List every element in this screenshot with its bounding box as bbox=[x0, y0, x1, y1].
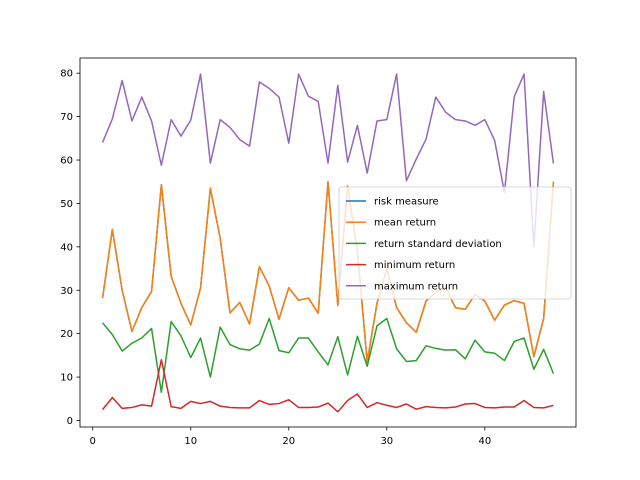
y-tick-label: 10 bbox=[60, 373, 73, 384]
legend-label-minimum-return: minimum return bbox=[374, 260, 455, 271]
legend-label-return-standard-deviation: return standard deviation bbox=[374, 239, 502, 250]
y-tick-label: 40 bbox=[60, 242, 73, 253]
y-tick-label: 30 bbox=[60, 286, 73, 297]
series-line-return-standard-deviation bbox=[101, 317, 555, 394]
y-tick-label: 0 bbox=[67, 416, 73, 427]
legend-box bbox=[338, 186, 572, 300]
legend: risk measure mean return return standard d… bbox=[338, 186, 572, 300]
legend-label-risk-measure: risk measure bbox=[374, 197, 439, 208]
y-tick-label: 80 bbox=[60, 69, 73, 80]
x-tick-label: 10 bbox=[184, 436, 197, 447]
plot-frame bbox=[79, 57, 577, 428]
x-axis: 0 10 20 30 40 bbox=[90, 427, 491, 447]
y-tick-label: 50 bbox=[60, 199, 73, 210]
x-tick-label: 20 bbox=[282, 436, 295, 447]
x-tick-label: 40 bbox=[478, 436, 491, 447]
y-tick-label: 70 bbox=[60, 112, 73, 123]
x-tick-label: 0 bbox=[90, 436, 96, 447]
x-tick-label: 30 bbox=[380, 436, 393, 447]
legend-label-mean-return: mean return bbox=[374, 218, 436, 229]
legend-label-maximum-return: maximum return bbox=[374, 281, 458, 292]
y-tick-label: 20 bbox=[60, 329, 73, 340]
y-axis: 0 10 20 30 40 50 60 70 80 bbox=[60, 69, 80, 427]
series-line-minimum-return bbox=[101, 358, 554, 413]
series-line-maximum-return bbox=[101, 73, 555, 248]
y-tick-label: 60 bbox=[60, 156, 73, 167]
